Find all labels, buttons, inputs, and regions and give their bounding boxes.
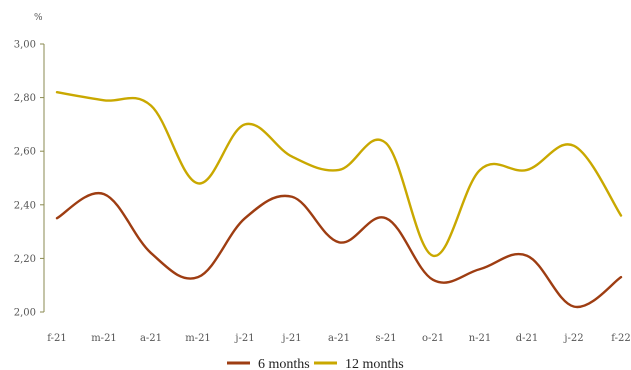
y-tick-label: 2,20 xyxy=(14,254,36,265)
x-tick-label: m-21 xyxy=(91,333,117,344)
y-tick-label: 2,60 xyxy=(14,147,36,158)
x-tick-label: o-21 xyxy=(422,333,444,344)
x-tick-label: j-21 xyxy=(234,333,254,344)
y-tick-label: 2,80 xyxy=(14,93,36,104)
x-tick-label: j-21 xyxy=(281,333,301,344)
x-tick-label: j-22 xyxy=(563,333,583,344)
x-tick-label: n-21 xyxy=(469,333,492,344)
legend: 6 months 12 months xyxy=(227,357,404,370)
x-tick-label: f-22 xyxy=(611,333,630,344)
x-tick-label: d-21 xyxy=(516,333,539,344)
x-tick-label: m-21 xyxy=(185,333,211,344)
series-line-6-months xyxy=(55,191,623,308)
y-tick-label: 2,40 xyxy=(14,200,36,211)
x-tick-label: s-21 xyxy=(375,333,396,344)
y-tick-label: 2,00 xyxy=(14,308,36,319)
y-axis: % xyxy=(34,13,45,312)
x-tick-label: a-21 xyxy=(328,333,350,344)
legend-label: 12 months xyxy=(345,357,404,370)
legend-label: 6 months xyxy=(258,357,310,370)
y-tick-labels: 2,00 2,20 2,40 2,60 2,80 3,00 xyxy=(14,40,44,319)
x-tick-labels: f-21 m-21 a-21 m-21 j-21 j-21 a-21 s-21 o-21 n-21… xyxy=(47,333,630,344)
series-line-12-months xyxy=(55,91,623,257)
x-tick-label: a-21 xyxy=(140,333,162,344)
x-tick-label: f-21 xyxy=(47,333,66,344)
series-lines xyxy=(55,91,623,308)
y-tick-label: 3,00 xyxy=(14,40,36,51)
y-axis-unit-label: % xyxy=(34,13,43,23)
